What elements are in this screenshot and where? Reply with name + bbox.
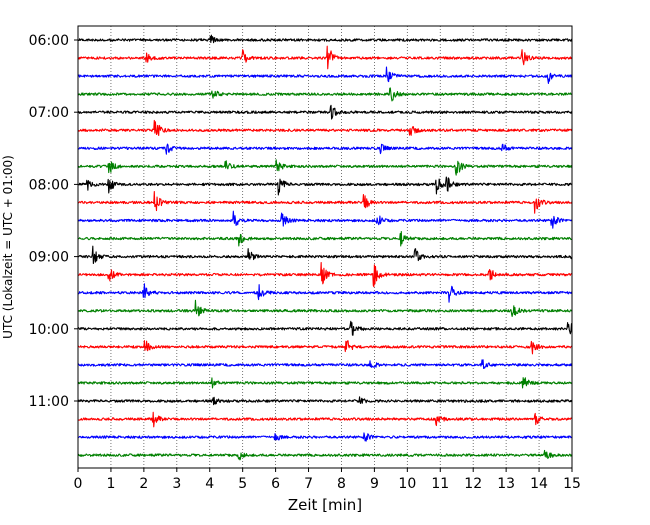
trace-0715 (77, 119, 573, 137)
trace-0930 (77, 283, 573, 303)
trace-layer (77, 34, 573, 461)
x-tick-label: 9 (370, 476, 379, 492)
trace-0900 (77, 245, 573, 265)
trace-1115 (77, 411, 573, 428)
x-axis-label: Zeit [min] (288, 496, 362, 514)
x-tick-label: 1 (106, 476, 115, 492)
x-tick-label: 14 (530, 476, 548, 492)
y-tick-label: 09:00 (29, 250, 69, 266)
x-tick-label: 10 (398, 476, 416, 492)
x-tick-label: 0 (74, 476, 83, 492)
x-tick-label: 5 (238, 476, 247, 492)
plot-frame (77, 25, 573, 469)
y-tick-label: 10:00 (29, 322, 69, 338)
y-axis-ticks: 06:00 07:00 08:00 09:00 10:00 11:00 (29, 33, 78, 410)
x-tick-label: 6 (271, 476, 280, 492)
y-tick-label: 08:00 (29, 177, 69, 193)
x-tick-label: 8 (337, 476, 346, 492)
trace-0815 (77, 190, 573, 214)
trace-0800 (77, 176, 573, 196)
x-tick-label: 13 (497, 476, 515, 492)
trace-0630 (77, 66, 573, 85)
x-tick-label: 4 (205, 476, 214, 492)
y-axis-label: UTC (Lokalzeit = UTC + 01:00) (1, 155, 15, 339)
trace-1045 (77, 377, 573, 389)
x-tick-label: 15 (563, 476, 581, 492)
x-tick-label: 2 (139, 476, 148, 492)
x-tick-label: 3 (172, 476, 181, 492)
trace-0945 (78, 299, 573, 318)
trace-1100 (77, 396, 573, 406)
trace-0730 (77, 143, 573, 155)
trace-1145 (77, 449, 573, 461)
x-tick-label: 11 (431, 476, 449, 492)
trace-0845 (77, 230, 573, 247)
trace-1130 (77, 432, 573, 442)
trace-0830 (77, 210, 573, 229)
y-tick-label: 07:00 (29, 105, 69, 121)
trace-0600 (77, 34, 573, 44)
trace-0615 (77, 45, 573, 70)
trace-1015 (77, 340, 573, 355)
x-tick-label: 7 (304, 476, 313, 492)
trace-0700 (77, 104, 573, 120)
x-axis-ticks: 0 1 2 3 4 5 6 7 8 9 10 11 12 13 14 15 (74, 468, 581, 492)
trace-0915 (77, 262, 573, 288)
trace-1000 (77, 320, 573, 336)
trace-0645 (77, 87, 573, 102)
y-tick-label: 11:00 (29, 394, 69, 410)
y-tick-label: 06:00 (29, 33, 69, 49)
trace-0745 (77, 159, 573, 176)
trace-1030 (77, 359, 573, 370)
x-tick-label: 12 (464, 476, 482, 492)
